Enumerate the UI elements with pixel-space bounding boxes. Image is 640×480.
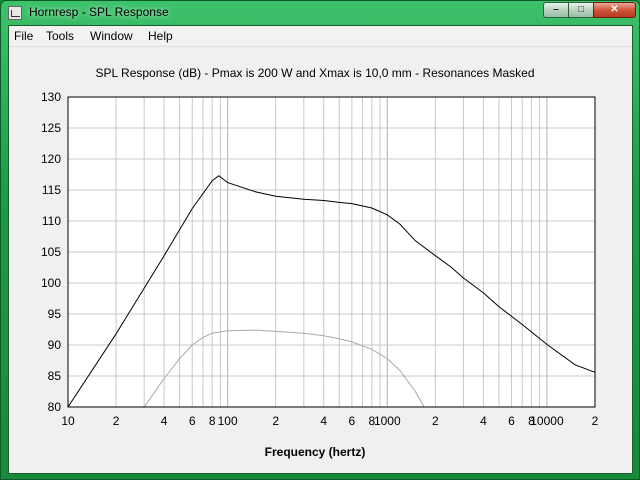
y-tick-label: 125 xyxy=(41,121,61,135)
x-tick-label: 2 xyxy=(432,414,439,428)
minimize-icon: – xyxy=(553,4,559,15)
series-line-spl xyxy=(67,175,596,408)
grid xyxy=(68,97,595,407)
close-icon: ✕ xyxy=(610,4,619,15)
x-tick-label: 2 xyxy=(113,414,120,428)
plot-frame xyxy=(67,96,596,408)
y-tick-labels: 80 85 90 95 100 105 110 115 120 125 130 xyxy=(41,90,61,414)
series-line-secondary xyxy=(143,329,425,408)
y-tick-label: 110 xyxy=(42,214,61,228)
x-axis-label: Frequency (hertz) xyxy=(265,445,366,459)
menu-tools[interactable]: Tools xyxy=(46,29,75,43)
series-lines xyxy=(67,175,596,408)
x-tick-label: 2 xyxy=(592,414,599,428)
x-tick-label: 10 xyxy=(61,414,75,428)
y-tick-label: 115 xyxy=(42,183,61,197)
chart-area: SPL Response (dB) - Pmax is 200 W and Xm… xyxy=(9,47,632,473)
maximize-button[interactable]: □ xyxy=(568,2,594,18)
y-tick-label: 80 xyxy=(48,400,62,414)
menu-file[interactable]: File xyxy=(14,29,34,43)
x-tick-label: 4 xyxy=(320,414,327,428)
x-tick-label: 100 xyxy=(218,414,238,428)
minimize-button[interactable]: – xyxy=(543,2,569,18)
x-tick-label: 4 xyxy=(161,414,168,428)
x-tick-label: 2 xyxy=(272,414,279,428)
x-tick-label: 6 xyxy=(189,414,196,428)
close-button[interactable]: ✕ xyxy=(593,2,636,18)
x-tick-label: 4 xyxy=(480,414,487,428)
y-tick-label: 105 xyxy=(41,245,61,259)
chart-title: SPL Response (dB) - Pmax is 200 W and Xm… xyxy=(95,66,534,80)
y-tick-label: 90 xyxy=(48,338,62,352)
x-tick-label: 8 xyxy=(368,414,375,428)
y-tick-label: 120 xyxy=(41,152,61,166)
x-tick-label: 6 xyxy=(508,414,515,428)
menu-window[interactable]: Window xyxy=(90,29,133,43)
y-tick-label: 85 xyxy=(48,369,62,383)
x-tick-label: 6 xyxy=(349,414,356,428)
menu-help[interactable]: Help xyxy=(148,29,173,43)
title-bar[interactable]: Hornresp - SPL Response – □ ✕ xyxy=(1,1,639,25)
spl-chart: SPL Response (dB) - Pmax is 200 W and Xm… xyxy=(41,66,599,459)
y-tick-label: 130 xyxy=(41,90,61,104)
maximize-icon: □ xyxy=(577,4,585,15)
x-tick-label: 8 xyxy=(209,414,216,428)
menu-bar: File Tools Window Help xyxy=(9,26,632,47)
app-icon[interactable] xyxy=(8,6,22,20)
x-tick-label: 10000 xyxy=(530,414,564,428)
y-tick-label: 95 xyxy=(48,307,62,321)
client-area: File Tools Window Help SPL Response (dB)… xyxy=(8,25,633,474)
x-tick-label: 8 xyxy=(528,414,535,428)
y-tick-label: 100 xyxy=(41,276,61,290)
window-title: Hornresp - SPL Response xyxy=(29,5,169,19)
x-tick-label: 1000 xyxy=(374,414,401,428)
